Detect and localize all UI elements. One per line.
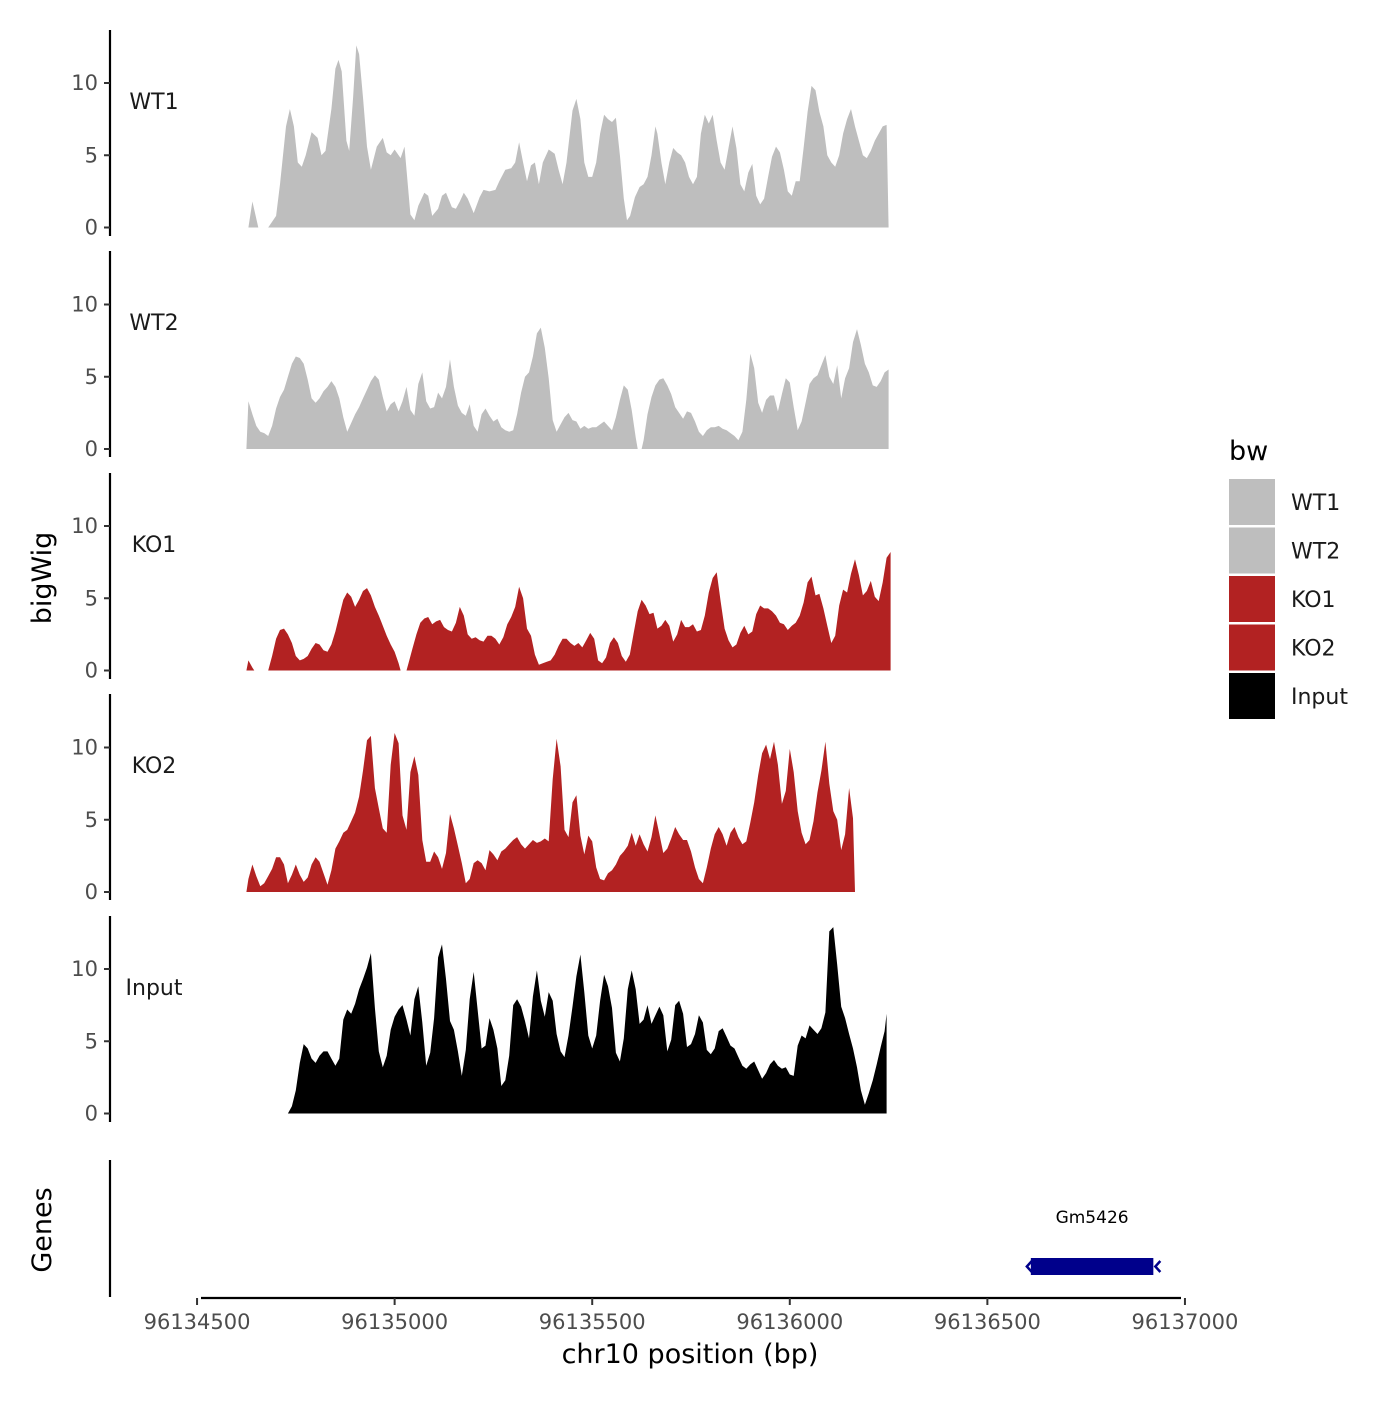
legend-item-WT1: WT1 [1229, 479, 1340, 525]
y-tick-label: 0 [85, 659, 98, 683]
y-tick-label: 5 [85, 365, 98, 389]
track-Input: 0 5 10 Input [71, 916, 887, 1126]
track-label-KO1: KO1 [132, 533, 177, 558]
area-WT2 [246, 327, 889, 449]
y-tick-label: 5 [85, 143, 98, 167]
x-axis: 96134500 96135000 96135500 96136000 96136500… [144, 1296, 1239, 1334]
area-KO1 [246, 552, 891, 671]
y-tick-label: 0 [85, 216, 98, 240]
legend: bw WT1 WT2 KO1 KO2 Input [1229, 436, 1348, 719]
legend-label: Input [1291, 685, 1348, 710]
legend-item-KO2: KO2 [1229, 624, 1336, 671]
area-KO2 [246, 733, 855, 892]
genes-axis-title: Genes [27, 1187, 58, 1272]
track-label-KO2: KO2 [132, 754, 177, 779]
strand-arrow [1025, 1260, 1033, 1273]
y-tick-label: 10 [71, 957, 98, 981]
area-WT1 [248, 45, 889, 228]
y-tick-label: 10 [71, 71, 98, 95]
y-tick-label: 0 [85, 1102, 98, 1126]
x-axis-title: chr10 position (bp) [562, 1339, 819, 1370]
x-tick-label: 96135000 [341, 1310, 448, 1334]
legend-swatch [1229, 673, 1275, 719]
gene-body [1030, 1258, 1154, 1275]
x-tick-label: 96136000 [736, 1310, 843, 1334]
gene-Gm5426: Gm5426 [1025, 1208, 1162, 1275]
y-tick-label: 10 [71, 293, 98, 317]
area-Input [287, 927, 887, 1114]
legend-swatch [1229, 624, 1275, 671]
legend-item-WT2: WT2 [1229, 527, 1340, 574]
legend-label: KO1 [1291, 588, 1336, 613]
x-tick-label: 96137000 [1132, 1310, 1239, 1334]
track-WT2: 0 5 10 WT2 [71, 251, 889, 461]
legend-swatch [1229, 576, 1275, 622]
track-KO2: 0 5 10 KO2 [71, 694, 855, 904]
track-KO1: 0 5 10 KO1 [71, 473, 891, 683]
track-label-WT1: WT1 [129, 90, 178, 115]
y-tick-label: 10 [71, 736, 98, 760]
legend-item-KO1: KO1 [1229, 576, 1336, 622]
tracks-layer: 0 5 10 WT1 0 5 10 WT2 0 5 10 KO1 0 5 10 KO2 0 5 10 Input [71, 30, 891, 1126]
y-tick-label: 10 [71, 514, 98, 538]
legend-label: WT2 [1291, 540, 1340, 565]
y-tick-label: 0 [85, 437, 98, 461]
strand-arrow [1153, 1260, 1162, 1273]
y-tick-label: 5 [85, 1029, 98, 1053]
legend-label: KO2 [1291, 637, 1336, 662]
y-axis-title: bigWig [27, 532, 58, 625]
gene-label: Gm5426 [1056, 1208, 1129, 1228]
legend-swatch [1229, 527, 1275, 574]
legend-swatch [1229, 479, 1275, 525]
legend-title: bw [1229, 436, 1268, 467]
track-WT1: 0 5 10 WT1 [71, 30, 889, 240]
x-tick-label: 96135500 [539, 1310, 646, 1334]
y-tick-label: 0 [85, 880, 98, 904]
genes-layer: Gm5426 [108, 1160, 1162, 1297]
x-tick-label: 96136500 [934, 1310, 1041, 1334]
x-tick-label: 96134500 [144, 1310, 251, 1334]
y-tick-label: 5 [85, 808, 98, 832]
legend-item-Input: Input [1229, 673, 1348, 719]
legend-label: WT1 [1291, 491, 1340, 516]
track-label-WT2: WT2 [129, 311, 178, 336]
y-tick-label: 5 [85, 586, 98, 610]
track-label-Input: Input [126, 976, 183, 1001]
